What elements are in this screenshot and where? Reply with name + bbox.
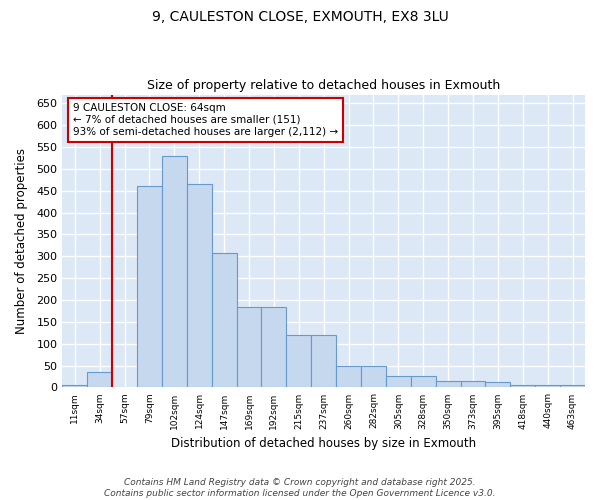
- Bar: [436, 381, 461, 388]
- Text: 9 CAULESTON CLOSE: 64sqm
← 7% of detached houses are smaller (151)
93% of semi-d: 9 CAULESTON CLOSE: 64sqm ← 7% of detache…: [73, 104, 338, 136]
- Bar: [87, 372, 112, 388]
- Bar: [137, 186, 162, 388]
- Text: Contains HM Land Registry data © Crown copyright and database right 2025.
Contai: Contains HM Land Registry data © Crown c…: [104, 478, 496, 498]
- Bar: [511, 385, 535, 388]
- Bar: [411, 376, 436, 388]
- Bar: [212, 253, 236, 388]
- Text: 9, CAULESTON CLOSE, EXMOUTH, EX8 3LU: 9, CAULESTON CLOSE, EXMOUTH, EX8 3LU: [152, 10, 448, 24]
- Bar: [162, 156, 187, 388]
- Bar: [311, 335, 336, 388]
- Bar: [485, 382, 511, 388]
- Bar: [361, 366, 386, 388]
- Bar: [386, 376, 411, 388]
- Bar: [62, 385, 87, 388]
- Bar: [236, 306, 262, 388]
- Bar: [262, 306, 286, 388]
- Bar: [461, 381, 485, 388]
- Bar: [535, 385, 560, 388]
- Bar: [560, 385, 585, 388]
- Bar: [187, 184, 212, 388]
- Bar: [336, 366, 361, 388]
- Y-axis label: Number of detached properties: Number of detached properties: [15, 148, 28, 334]
- Title: Size of property relative to detached houses in Exmouth: Size of property relative to detached ho…: [147, 79, 500, 92]
- Bar: [286, 335, 311, 388]
- X-axis label: Distribution of detached houses by size in Exmouth: Distribution of detached houses by size …: [171, 437, 476, 450]
